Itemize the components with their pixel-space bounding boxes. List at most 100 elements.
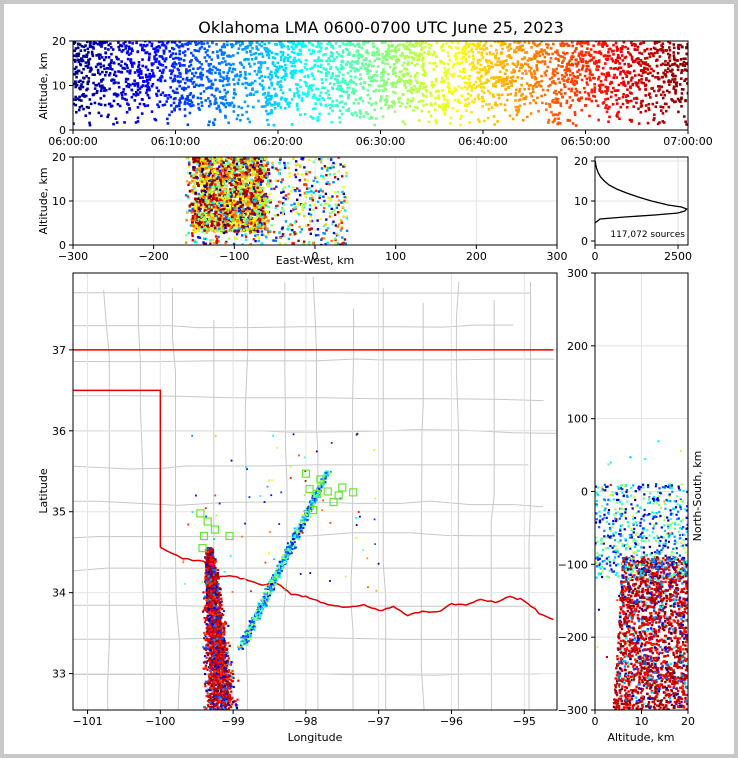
source-point bbox=[130, 63, 134, 67]
source-point bbox=[534, 101, 538, 105]
source-point bbox=[489, 44, 493, 48]
source-point bbox=[644, 84, 647, 87]
source-point bbox=[260, 215, 263, 218]
source-point bbox=[549, 83, 552, 87]
source-point bbox=[227, 196, 231, 200]
source-point bbox=[199, 66, 202, 69]
source-point bbox=[680, 97, 683, 101]
source-point bbox=[283, 78, 287, 81]
source-point bbox=[457, 51, 461, 55]
source-point bbox=[444, 74, 447, 78]
source-point bbox=[354, 75, 357, 79]
source-point bbox=[366, 93, 370, 97]
source-point bbox=[258, 76, 262, 80]
source-point bbox=[508, 54, 511, 57]
source-point bbox=[665, 48, 668, 52]
source-point bbox=[133, 84, 137, 87]
source-point bbox=[218, 210, 222, 214]
source-point bbox=[525, 51, 529, 54]
source-point bbox=[297, 239, 300, 243]
source-point bbox=[207, 45, 211, 48]
source-point bbox=[571, 63, 575, 67]
source-point bbox=[653, 42, 657, 45]
source-point bbox=[673, 100, 676, 104]
source-point bbox=[221, 79, 224, 83]
source-point bbox=[573, 50, 577, 53]
source-point bbox=[589, 79, 592, 82]
source-point bbox=[590, 99, 594, 103]
source-point bbox=[196, 76, 199, 79]
source-point bbox=[565, 69, 569, 72]
source-point bbox=[311, 107, 315, 111]
source-point bbox=[540, 41, 543, 43]
source-point bbox=[245, 94, 249, 97]
source-point bbox=[381, 84, 385, 88]
source-point bbox=[492, 95, 495, 98]
source-point bbox=[508, 44, 511, 48]
source-point bbox=[294, 59, 298, 63]
source-point bbox=[384, 41, 388, 44]
source-point bbox=[680, 88, 684, 91]
source-point bbox=[202, 222, 206, 225]
source-point bbox=[215, 197, 219, 200]
source-point bbox=[254, 239, 257, 243]
source-point bbox=[647, 106, 650, 110]
source-point bbox=[131, 65, 134, 68]
source-point bbox=[278, 231, 281, 235]
source-point bbox=[223, 199, 227, 202]
time-tick-label: 06:50:00 bbox=[561, 135, 610, 148]
source-point bbox=[257, 222, 261, 225]
source-point bbox=[471, 65, 475, 69]
source-point bbox=[513, 41, 516, 44]
source-point bbox=[411, 51, 414, 55]
source-point bbox=[85, 74, 88, 78]
source-point bbox=[460, 86, 463, 90]
source-point bbox=[329, 199, 332, 202]
source-point bbox=[484, 70, 488, 73]
source-point bbox=[367, 70, 370, 73]
source-point bbox=[197, 211, 200, 215]
source-point bbox=[246, 203, 250, 207]
source-point bbox=[216, 194, 220, 198]
source-point bbox=[232, 223, 235, 227]
source-point bbox=[597, 75, 601, 79]
source-point bbox=[637, 73, 641, 77]
source-point bbox=[234, 215, 237, 218]
source-point bbox=[204, 213, 208, 217]
source-point bbox=[205, 75, 209, 79]
source-point bbox=[248, 168, 252, 172]
source-point bbox=[386, 77, 390, 81]
source-point bbox=[224, 223, 228, 227]
source-point bbox=[194, 71, 198, 75]
source-point bbox=[247, 62, 251, 66]
source-point bbox=[108, 73, 111, 77]
time-tick-label: 06:00:00 bbox=[48, 135, 97, 148]
source-point bbox=[668, 53, 672, 57]
source-point bbox=[212, 178, 216, 182]
source-point bbox=[322, 67, 325, 70]
source-point bbox=[127, 45, 131, 49]
source-point bbox=[269, 78, 272, 81]
source-point bbox=[404, 105, 408, 109]
source-point bbox=[644, 88, 647, 91]
source-point bbox=[415, 87, 419, 91]
source-point bbox=[625, 94, 629, 97]
source-point bbox=[77, 108, 81, 112]
source-point bbox=[637, 79, 641, 82]
source-point bbox=[201, 67, 204, 71]
source-point bbox=[105, 66, 109, 70]
source-point bbox=[543, 93, 547, 97]
source-point bbox=[399, 78, 403, 81]
source-point bbox=[338, 109, 342, 112]
source-point bbox=[571, 44, 575, 48]
source-point bbox=[682, 60, 686, 64]
source-point bbox=[218, 72, 222, 76]
time-tick-label: 06:30:00 bbox=[356, 135, 405, 148]
source-point bbox=[260, 41, 264, 44]
source-point bbox=[260, 74, 263, 78]
source-point bbox=[274, 42, 277, 46]
source-point bbox=[495, 63, 499, 67]
source-point bbox=[578, 73, 582, 76]
source-point bbox=[418, 87, 422, 90]
source-point bbox=[236, 187, 240, 191]
